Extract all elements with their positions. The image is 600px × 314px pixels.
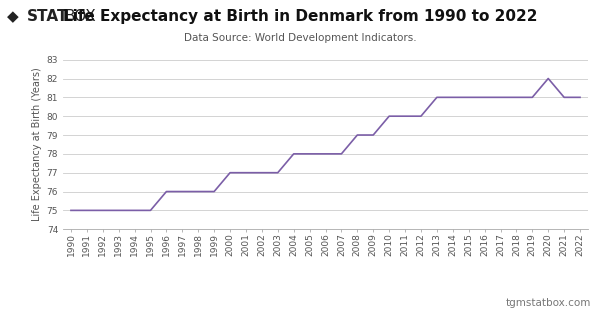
Text: ◆: ◆	[7, 9, 19, 24]
Y-axis label: Life Expectancy at Birth (Years): Life Expectancy at Birth (Years)	[32, 68, 43, 221]
Text: Life Expectancy at Birth in Denmark from 1990 to 2022: Life Expectancy at Birth in Denmark from…	[63, 9, 537, 24]
Text: STAT: STAT	[27, 9, 68, 24]
Text: BOX: BOX	[65, 9, 97, 24]
Text: Data Source: World Development Indicators.: Data Source: World Development Indicator…	[184, 33, 416, 43]
Text: tgmstatbox.com: tgmstatbox.com	[506, 298, 591, 308]
